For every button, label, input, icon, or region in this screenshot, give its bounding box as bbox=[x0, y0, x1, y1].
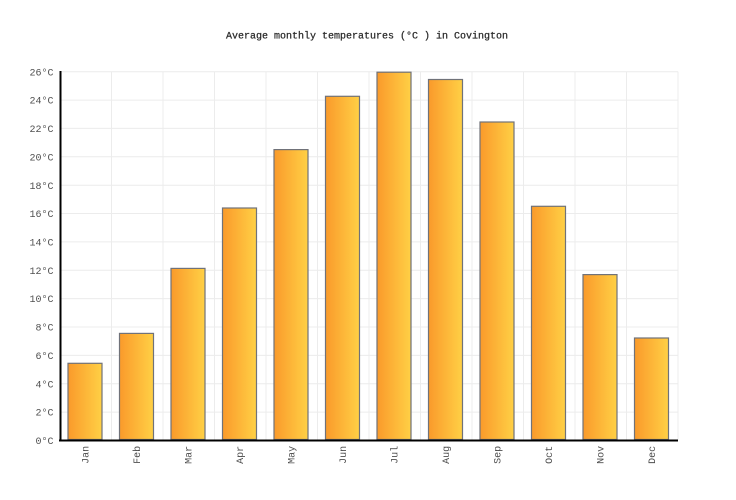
svg-text:14°C: 14°C bbox=[29, 238, 53, 250]
svg-text:16°C: 16°C bbox=[29, 209, 53, 221]
svg-text:May: May bbox=[288, 446, 299, 464]
svg-text:6°C: 6°C bbox=[35, 351, 53, 363]
svg-text:Oct: Oct bbox=[545, 446, 556, 464]
svg-text:2°C: 2°C bbox=[35, 408, 53, 420]
svg-text:Mar: Mar bbox=[185, 446, 196, 464]
svg-text:Jan: Jan bbox=[82, 446, 93, 464]
svg-text:12°C: 12°C bbox=[29, 266, 53, 278]
svg-text:Jul: Jul bbox=[390, 446, 402, 464]
svg-text:24°C: 24°C bbox=[29, 96, 53, 108]
svg-text:0°C: 0°C bbox=[35, 436, 53, 448]
svg-text:Aug: Aug bbox=[442, 446, 453, 464]
svg-text:Nov: Nov bbox=[597, 446, 608, 464]
svg-text:8°C: 8°C bbox=[35, 323, 53, 335]
svg-text:Apr: Apr bbox=[236, 446, 247, 464]
svg-text:22°C: 22°C bbox=[29, 124, 53, 136]
svg-text:20°C: 20°C bbox=[29, 152, 53, 164]
svg-text:Dec: Dec bbox=[648, 446, 659, 464]
svg-text:4°C: 4°C bbox=[35, 379, 53, 391]
svg-text:26°C: 26°C bbox=[29, 67, 53, 79]
svg-text:Sep: Sep bbox=[494, 446, 505, 464]
svg-text:10°C: 10°C bbox=[29, 294, 53, 306]
svg-text:18°C: 18°C bbox=[29, 181, 53, 193]
svg-text:Jun: Jun bbox=[339, 446, 350, 464]
svg-text:Feb: Feb bbox=[132, 446, 144, 464]
svg-text:Average monthly temperatures (: Average monthly temperatures (°C ) in Co… bbox=[226, 31, 508, 43]
